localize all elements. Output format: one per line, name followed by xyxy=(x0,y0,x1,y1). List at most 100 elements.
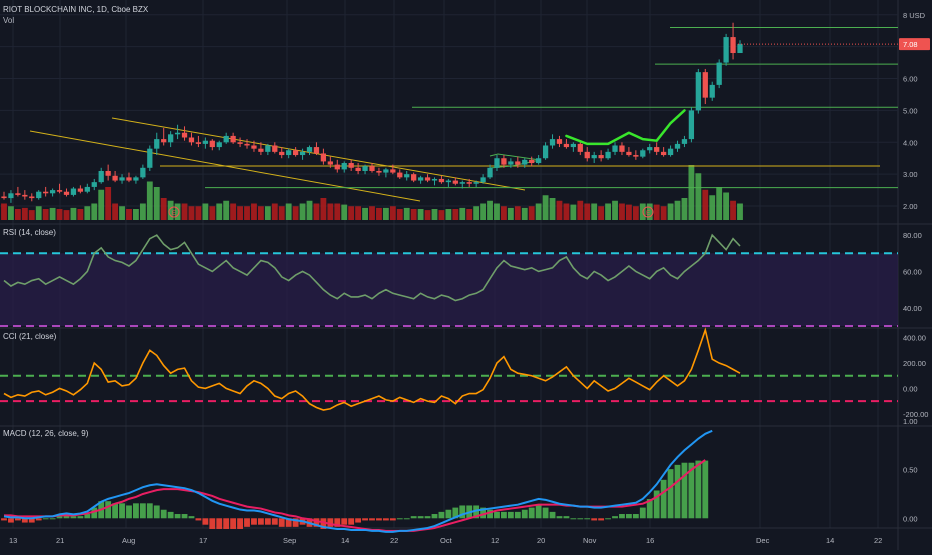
candle-body xyxy=(244,143,250,146)
candle-body xyxy=(133,177,139,181)
volume-bar xyxy=(181,203,188,220)
volume-bar xyxy=(396,209,403,220)
volume-bar xyxy=(84,206,91,220)
candle-body xyxy=(556,139,563,144)
volume-bar xyxy=(126,209,132,220)
volume-bar xyxy=(612,200,618,220)
candle-body xyxy=(265,145,271,152)
macd-histogram-bar xyxy=(160,509,167,519)
volume-bar xyxy=(556,200,563,220)
volume-bar xyxy=(174,203,181,220)
macd-tick-label: 0.50 xyxy=(903,466,918,475)
volume-bar xyxy=(723,192,730,220)
candle-body xyxy=(723,37,729,63)
last-price-badge-text: 7.08 xyxy=(903,40,918,49)
volume-bar xyxy=(591,203,598,220)
candle-body xyxy=(230,135,236,143)
volume-bar xyxy=(646,203,653,220)
macd-histogram-bar xyxy=(174,514,181,519)
candle-body xyxy=(501,158,507,165)
candle-body xyxy=(605,151,611,159)
time-tick-label: Nov xyxy=(583,536,597,545)
macd-histogram-bar xyxy=(292,518,299,527)
macd-histogram-bar xyxy=(313,518,320,527)
price-tick-label: 5.00 xyxy=(903,106,918,115)
volume-bar xyxy=(431,209,438,220)
volume-bar xyxy=(70,207,77,220)
volume-bar xyxy=(278,206,285,220)
volume-bar xyxy=(188,206,195,220)
macd-histogram-bar xyxy=(271,518,278,525)
candle-body xyxy=(77,188,84,192)
candle-body xyxy=(494,158,500,168)
volume-bar xyxy=(403,207,410,220)
candle-body xyxy=(154,139,160,149)
volume-bar xyxy=(466,209,473,220)
candle-body xyxy=(1,196,7,199)
volume-bar xyxy=(139,203,146,220)
candle-body xyxy=(445,180,452,183)
candle-body xyxy=(570,143,576,148)
volume-bar xyxy=(348,206,355,220)
macd-histogram-bar xyxy=(362,518,368,521)
volume-bar xyxy=(521,207,528,220)
macd-histogram-bar xyxy=(431,514,438,519)
candle-body xyxy=(640,150,646,157)
volume-bar xyxy=(667,203,674,220)
volume-bar xyxy=(480,203,487,220)
macd-title: MACD (12, 26, close, 9) xyxy=(3,429,89,438)
macd-histogram-bar xyxy=(674,464,681,519)
volume-bar xyxy=(327,203,334,220)
volume-bar xyxy=(632,206,639,220)
candle-body xyxy=(355,167,361,171)
macd-histogram-bar xyxy=(153,505,160,519)
volume-bar xyxy=(417,209,424,220)
volume-bar xyxy=(49,207,56,220)
macd-histogram-bar xyxy=(528,507,535,519)
macd-histogram-bar xyxy=(549,511,556,519)
candle-body xyxy=(529,159,535,164)
candle-body xyxy=(536,158,542,164)
volume-bar xyxy=(244,206,250,220)
candle-body xyxy=(63,191,70,195)
volume-bar xyxy=(21,207,28,220)
macd-histogram-bar xyxy=(542,507,549,519)
macd-histogram-bar xyxy=(563,516,570,519)
candle-body xyxy=(376,170,382,173)
candle-body xyxy=(522,159,528,165)
volume-bar xyxy=(112,203,119,220)
candle-body xyxy=(411,174,417,181)
macd-histogram-bar xyxy=(625,514,632,519)
candle-body xyxy=(98,170,104,183)
volume-bar xyxy=(153,187,160,220)
macd-histogram-bar xyxy=(639,507,646,519)
trend-channel-upper xyxy=(111,117,526,191)
cci-tick-label: 200.00 xyxy=(903,359,926,368)
candle-body xyxy=(15,193,21,195)
volume-bar xyxy=(389,206,396,220)
macd-histogram-bar xyxy=(188,516,195,519)
macd-histogram-bar xyxy=(570,518,577,520)
candle-body xyxy=(299,151,306,156)
macd-histogram-bar xyxy=(209,518,216,529)
macd-histogram-bar xyxy=(285,518,292,527)
volume-bar xyxy=(35,206,42,220)
time-tick-label: Sep xyxy=(283,536,296,545)
macd-histogram-bar xyxy=(216,518,223,529)
volume-bar xyxy=(382,207,389,220)
candle-body xyxy=(147,148,153,168)
macd-histogram-bar xyxy=(695,460,702,519)
macd-histogram-bar xyxy=(146,503,153,519)
candle-body xyxy=(716,62,722,85)
candle-body xyxy=(161,139,167,143)
earnings-marker xyxy=(168,206,180,218)
macd-tick-label: 1.00 xyxy=(903,417,918,426)
candle-body xyxy=(43,191,49,194)
macd-histogram-bar xyxy=(84,514,91,519)
volume-bar xyxy=(681,198,688,220)
macd-histogram-bar xyxy=(278,518,285,527)
volume-bar xyxy=(709,195,716,220)
candle-body xyxy=(327,161,333,165)
